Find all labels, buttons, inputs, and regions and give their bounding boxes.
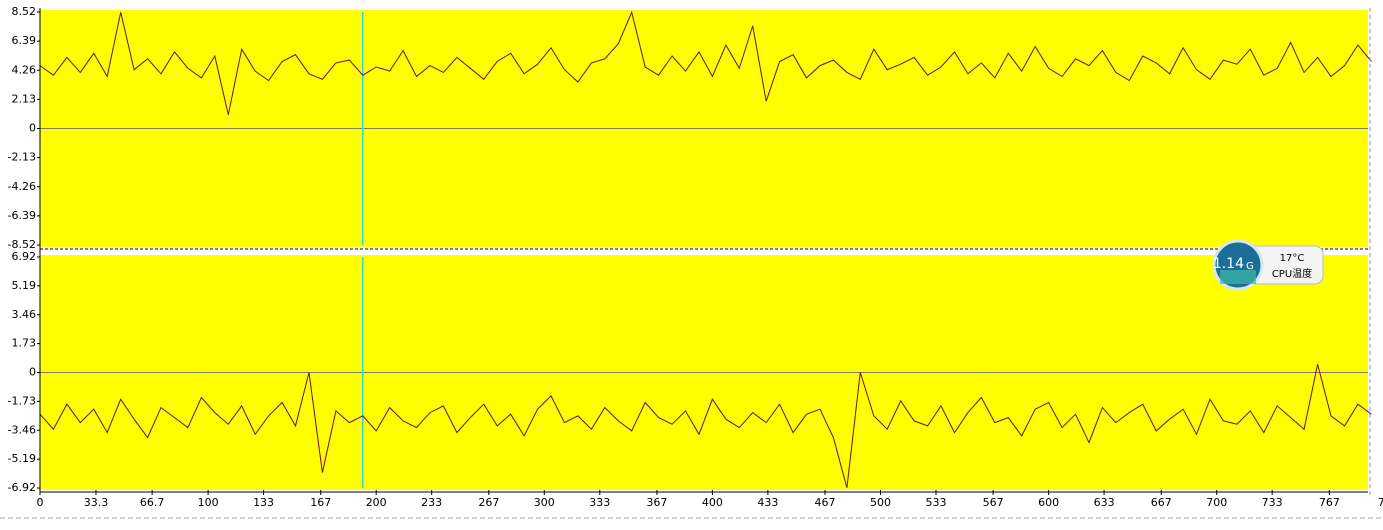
- x-tick-label: 667: [1151, 496, 1172, 509]
- y-tick-label: 6.39: [12, 34, 37, 47]
- y-tick-label: 8.52: [12, 5, 37, 18]
- y-tick-label: -1.73: [8, 394, 36, 407]
- x-tick-label: 100: [198, 496, 219, 509]
- signal-line: [39, 364, 1372, 488]
- y-tick-label: 1.73: [12, 337, 37, 350]
- y-tick-label: 0: [29, 122, 36, 135]
- x-tick-label: 267: [478, 496, 499, 509]
- widget-fill: [1220, 270, 1256, 284]
- x-tick-label: 567: [983, 496, 1004, 509]
- y-tick-label: 3.46: [12, 308, 37, 321]
- y-tick-label: -2.13: [8, 151, 36, 164]
- y-tick-label: -6.39: [8, 209, 36, 222]
- x-tick-label: 200: [366, 496, 387, 509]
- x-tick-label: 500: [870, 496, 891, 509]
- x-tick-label: 0: [37, 496, 44, 509]
- x-tick-label: 167: [310, 496, 331, 509]
- y-tick-label: 2.13: [12, 92, 37, 105]
- y-tick-label: -8.52: [8, 238, 36, 251]
- widget-value: 1.14: [1213, 256, 1244, 272]
- y-tick-label: -5.19: [8, 452, 36, 465]
- x-tick-label: 367: [646, 496, 667, 509]
- signal-line: [39, 10, 1372, 115]
- x-tick-label: 467: [815, 496, 836, 509]
- y-tick-label: -4.26: [8, 180, 36, 193]
- widget-temp: 17°C: [1280, 253, 1305, 264]
- x-tick-label: 66.7: [140, 496, 165, 509]
- x-tick-label: 79: [1378, 496, 1383, 509]
- x-tick-label: 133: [253, 496, 274, 509]
- y-tick-label: -3.46: [8, 423, 36, 436]
- x-tick-label: 600: [1038, 496, 1059, 509]
- y-tick-label: -6.92: [8, 481, 36, 494]
- x-tick-label: 533: [925, 496, 946, 509]
- x-tick-label: 733: [1262, 496, 1283, 509]
- x-tick-label: 767: [1319, 496, 1340, 509]
- x-tick-label: 633: [1094, 496, 1115, 509]
- y-tick-label: 4.26: [12, 63, 37, 76]
- y-tick-label: 5.19: [12, 279, 37, 292]
- x-tick-label: 700: [1206, 496, 1227, 509]
- x-tick-label: 33.3: [84, 496, 109, 509]
- x-tick-label: 233: [421, 496, 442, 509]
- y-tick-label: 0: [29, 366, 36, 379]
- x-tick-label: 433: [757, 496, 778, 509]
- x-tick-label: 400: [702, 496, 723, 509]
- x-tick-label: 333: [589, 496, 610, 509]
- x-tick-label: 300: [534, 496, 555, 509]
- widget-label: CPU温度: [1272, 267, 1312, 280]
- y-tick-label: 6.92: [12, 250, 37, 263]
- widget-unit: G: [1246, 261, 1254, 272]
- cpu-widget: 1.14 G 17°C CPU温度: [1212, 239, 1324, 291]
